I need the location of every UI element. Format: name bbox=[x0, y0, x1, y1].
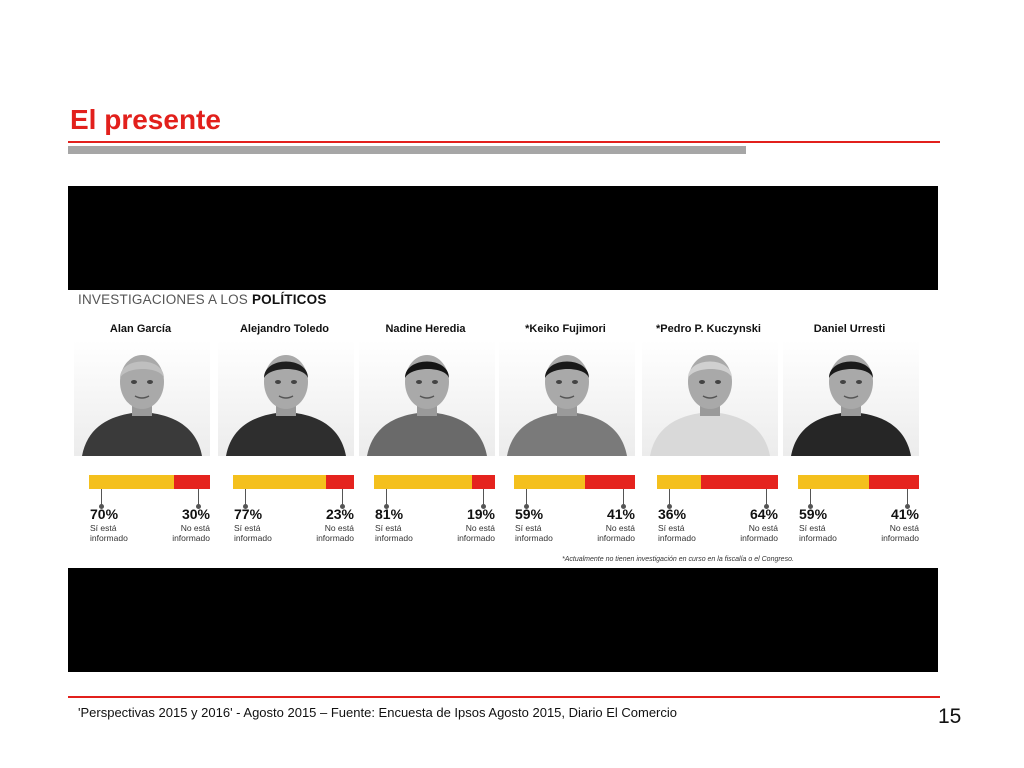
tick-no bbox=[340, 489, 345, 509]
slide-title: El presente bbox=[70, 104, 221, 135]
title-gray-bar bbox=[68, 146, 746, 154]
black-band-bottom bbox=[68, 568, 938, 672]
legend-label-yes: Sí está informado bbox=[658, 523, 696, 543]
bar-segment-yes bbox=[89, 475, 174, 489]
candidate-panel: Nadine Heredia 81% 19% Sí está informado No … bbox=[353, 290, 498, 568]
candidate-name: *Keiko Fujimori bbox=[525, 323, 606, 335]
chart-title-emphasis: POLÍTICOS bbox=[251, 292, 327, 307]
chart-title-prefix: INVESTIGACIONES A LOS bbox=[78, 292, 252, 307]
stacked-bar bbox=[374, 475, 495, 489]
value-label-yes: 77% bbox=[234, 506, 263, 522]
legend-label-no: No está informado bbox=[740, 523, 778, 543]
legend-label-no: No está informado bbox=[316, 523, 354, 543]
tick-yes bbox=[243, 489, 248, 509]
bar-segment-no bbox=[326, 475, 354, 489]
candidate-name: Nadine Heredia bbox=[385, 323, 466, 335]
footer-rule bbox=[68, 696, 940, 698]
candidate-photo bbox=[783, 340, 919, 456]
value-label-no: 23% bbox=[325, 506, 354, 522]
value-label-no: 19% bbox=[466, 506, 495, 522]
bar-segment-yes bbox=[514, 475, 586, 489]
stacked-bar bbox=[657, 475, 778, 489]
legend-label-no: No está informado bbox=[597, 523, 635, 543]
bar-segment-yes bbox=[374, 475, 472, 489]
bar-segment-no bbox=[700, 475, 778, 489]
value-label-yes: 81% bbox=[375, 506, 404, 522]
candidate-name: Daniel Urresti bbox=[813, 323, 886, 335]
tick-yes bbox=[384, 489, 389, 509]
candidate-panel: *Pedro P. Kuczynski 36% 64% Sí está informa… bbox=[636, 290, 781, 568]
value-label-yes: 70% bbox=[90, 506, 119, 522]
legend-label-no: No está informado bbox=[881, 523, 919, 543]
candidate-panel: Daniel Urresti 59% 41% Sí está informado No … bbox=[777, 290, 922, 568]
tick-no bbox=[196, 489, 201, 509]
legend-label-no: No está informado bbox=[457, 523, 495, 543]
bar-segment-no bbox=[585, 475, 635, 489]
bar-segment-yes bbox=[798, 475, 870, 489]
stacked-bar bbox=[798, 475, 919, 489]
candidate-photo bbox=[642, 340, 778, 456]
legend-label-yes: Sí está informado bbox=[515, 523, 553, 543]
chart-title: INVESTIGACIONES A LOS POLÍTICOS bbox=[78, 292, 327, 307]
legend-label-yes: Sí está informado bbox=[234, 523, 272, 543]
tick-yes bbox=[808, 489, 813, 509]
candidate-panel: Alan García 70% 30% Sí está informado No est… bbox=[68, 290, 213, 568]
legend-label-no: No está informado bbox=[172, 523, 210, 543]
bar-segment-no bbox=[173, 475, 210, 489]
value-label-yes: 59% bbox=[799, 506, 828, 522]
value-label-no: 41% bbox=[606, 506, 635, 522]
tick-no bbox=[764, 489, 769, 509]
legend-label-yes: Sí está informado bbox=[799, 523, 837, 543]
tick-no bbox=[905, 489, 910, 509]
stacked-bar bbox=[514, 475, 635, 489]
candidate-panel: Alejandro Toledo 77% 23% Sí está informado N… bbox=[212, 290, 357, 568]
tick-yes bbox=[99, 489, 104, 509]
tick-yes bbox=[524, 489, 529, 509]
bar-segment-no bbox=[472, 475, 495, 489]
chart-footnote: *Actualmente no tienen investigación en … bbox=[562, 556, 794, 563]
bar-segment-yes bbox=[233, 475, 327, 489]
survey-graphic: INVESTIGACIONES A LOS POLÍTICOS Alan Gar… bbox=[68, 290, 938, 568]
value-label-no: 30% bbox=[181, 506, 210, 522]
page-number: 15 bbox=[938, 705, 962, 728]
black-band-top bbox=[68, 186, 938, 290]
legend-label-yes: Sí está informado bbox=[90, 523, 128, 543]
candidate-photo bbox=[74, 340, 210, 456]
value-label-yes: 36% bbox=[658, 506, 687, 522]
value-label-yes: 59% bbox=[515, 506, 544, 522]
value-label-no: 64% bbox=[749, 506, 778, 522]
candidate-photo bbox=[359, 340, 495, 456]
bar-segment-no bbox=[869, 475, 919, 489]
bar-segment-yes bbox=[657, 475, 701, 489]
stacked-bar bbox=[89, 475, 210, 489]
tick-no bbox=[481, 489, 486, 509]
title-rule bbox=[68, 141, 940, 143]
candidate-photo bbox=[218, 340, 354, 456]
tick-yes bbox=[667, 489, 672, 509]
footer-source: 'Perspectivas 2015 y 2016' - Agosto 2015… bbox=[78, 705, 677, 720]
candidate-photo bbox=[499, 340, 635, 456]
candidate-panel: *Keiko Fujimori 59% 41% Sí está informado No… bbox=[493, 290, 638, 568]
candidate-name: Alan García bbox=[109, 323, 172, 335]
candidate-name: *Pedro P. Kuczynski bbox=[656, 323, 761, 335]
value-label-no: 41% bbox=[890, 506, 919, 522]
legend-label-yes: Sí está informado bbox=[375, 523, 413, 543]
tick-no bbox=[621, 489, 626, 509]
stacked-bar bbox=[233, 475, 354, 489]
candidate-name: Alejandro Toledo bbox=[239, 323, 330, 335]
